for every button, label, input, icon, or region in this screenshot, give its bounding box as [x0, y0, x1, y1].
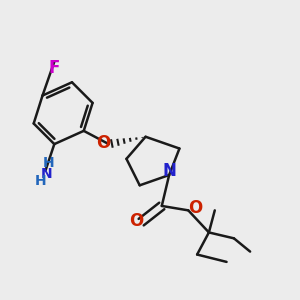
Text: F: F: [49, 58, 60, 76]
Text: O: O: [130, 212, 144, 230]
Text: N: N: [162, 162, 176, 180]
Text: H: H: [43, 156, 54, 170]
Text: N: N: [41, 167, 53, 181]
Text: O: O: [188, 199, 202, 217]
Text: O: O: [96, 134, 110, 152]
Text: H: H: [35, 174, 47, 188]
